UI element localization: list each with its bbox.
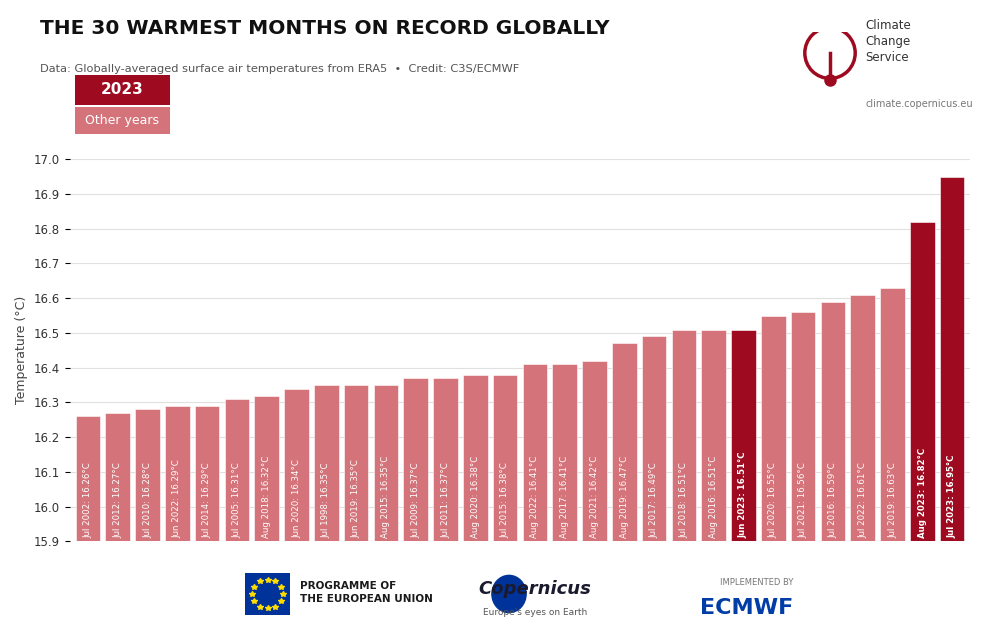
Bar <box>672 329 696 541</box>
Bar <box>880 288 905 541</box>
Bar <box>403 378 428 541</box>
Bar <box>344 385 368 541</box>
Text: Aug 2016: 16.51°C: Aug 2016: 16.51°C <box>709 455 718 538</box>
Bar <box>76 417 100 541</box>
Bar <box>850 295 875 541</box>
Y-axis label: Temperature (°C): Temperature (°C) <box>15 296 28 404</box>
Bar <box>731 329 756 541</box>
Bar <box>314 385 339 541</box>
Bar <box>642 336 666 541</box>
Text: Jul 2009: 16.37°C: Jul 2009: 16.37°C <box>411 462 420 538</box>
Bar <box>821 302 845 541</box>
Text: Jul 2014: 16.29°C: Jul 2014: 16.29°C <box>203 462 212 538</box>
Text: Jul 2018: 16.51°C: Jul 2018: 16.51°C <box>679 462 688 538</box>
Bar <box>582 361 607 541</box>
Text: Jun 2020: 16.34°C: Jun 2020: 16.34°C <box>292 459 301 538</box>
Bar <box>910 222 935 541</box>
Text: Copernicus: Copernicus <box>479 580 591 598</box>
Text: Aug 2020: 16.38°C: Aug 2020: 16.38°C <box>471 455 480 538</box>
Bar <box>105 413 130 541</box>
Circle shape <box>492 575 526 613</box>
Bar <box>165 406 190 541</box>
Text: Other years: Other years <box>85 114 160 127</box>
Text: Jul 2023: 16.95°C: Jul 2023: 16.95°C <box>948 455 957 538</box>
Text: Jun 2022: 16.29°C: Jun 2022: 16.29°C <box>173 459 182 538</box>
Text: IMPLEMENTED BY: IMPLEMENTED BY <box>720 578 793 587</box>
Bar <box>552 364 577 541</box>
Bar <box>433 378 458 541</box>
Text: Aug 2019: 16.47°C: Aug 2019: 16.47°C <box>620 456 629 538</box>
Bar <box>523 364 547 541</box>
Text: Climate
Change
Service: Climate Change Service <box>865 19 911 64</box>
Text: Jul 2021: 16.56°C: Jul 2021: 16.56°C <box>799 462 808 538</box>
Text: Aug 2023: 16.82°C: Aug 2023: 16.82°C <box>918 448 927 538</box>
Bar <box>940 176 964 541</box>
Text: Jul 2016: 16.59°C: Jul 2016: 16.59°C <box>828 462 837 538</box>
Text: Aug 2015: 16.35°C: Aug 2015: 16.35°C <box>381 455 390 538</box>
Bar <box>791 312 815 541</box>
Bar <box>195 406 219 541</box>
Text: Jul 2017: 16.49°C: Jul 2017: 16.49°C <box>650 462 659 538</box>
Bar <box>225 399 249 541</box>
Text: 2023: 2023 <box>101 82 144 97</box>
Text: Data: Globally-averaged surface air temperatures from ERA5  •  Credit: C3S/ECMWF: Data: Globally-averaged surface air temp… <box>40 64 519 74</box>
Text: Aug 2021: 16.42°C: Aug 2021: 16.42°C <box>590 455 599 538</box>
Text: Jul 2011: 16.37°C: Jul 2011: 16.37°C <box>441 462 450 538</box>
Text: Europe's eyes on Earth: Europe's eyes on Earth <box>483 608 587 617</box>
Text: Jul 1998: 16.35°C: Jul 1998: 16.35°C <box>322 462 331 538</box>
Bar <box>374 385 398 541</box>
Text: Aug 2017: 16.41°C: Aug 2017: 16.41°C <box>560 455 569 538</box>
Bar <box>493 375 517 541</box>
Bar <box>761 315 786 541</box>
Text: Jul 2005: 16.31°C: Jul 2005: 16.31°C <box>232 462 241 538</box>
Text: Jul 2020: 16.55°C: Jul 2020: 16.55°C <box>769 462 778 538</box>
Text: climate.copernicus.eu: climate.copernicus.eu <box>865 99 973 109</box>
Text: THE 30 WARMEST MONTHS ON RECORD GLOBALLY: THE 30 WARMEST MONTHS ON RECORD GLOBALLY <box>40 19 610 38</box>
Text: Aug 2022: 16.41°C: Aug 2022: 16.41°C <box>530 455 539 538</box>
Bar <box>612 343 637 541</box>
Bar <box>135 410 160 541</box>
Text: Jul 2015: 16.38°C: Jul 2015: 16.38°C <box>501 462 510 538</box>
Bar <box>463 375 488 541</box>
Bar <box>701 329 726 541</box>
Text: Jul 2012: 16.27°C: Jul 2012: 16.27°C <box>113 462 122 538</box>
Text: Jun 2023: 16.51°C: Jun 2023: 16.51°C <box>739 452 748 538</box>
Text: ECMWF: ECMWF <box>700 598 793 619</box>
Text: Jul 2022: 16.61°C: Jul 2022: 16.61°C <box>858 462 867 538</box>
Text: Aug 2018: 16.32°C: Aug 2018: 16.32°C <box>262 455 271 538</box>
Text: Jul 2002: 16.26°C: Jul 2002: 16.26°C <box>83 462 92 538</box>
Text: PROGRAMME OF
THE EUROPEAN UNION: PROGRAMME OF THE EUROPEAN UNION <box>300 581 433 604</box>
Bar <box>254 396 279 541</box>
Bar <box>284 389 309 541</box>
Text: Jul 2010: 16.28°C: Jul 2010: 16.28°C <box>143 462 152 538</box>
Text: Jun 2019: 16.35°C: Jun 2019: 16.35°C <box>352 459 361 538</box>
Text: Jul 2019: 16.63°C: Jul 2019: 16.63°C <box>888 462 897 538</box>
